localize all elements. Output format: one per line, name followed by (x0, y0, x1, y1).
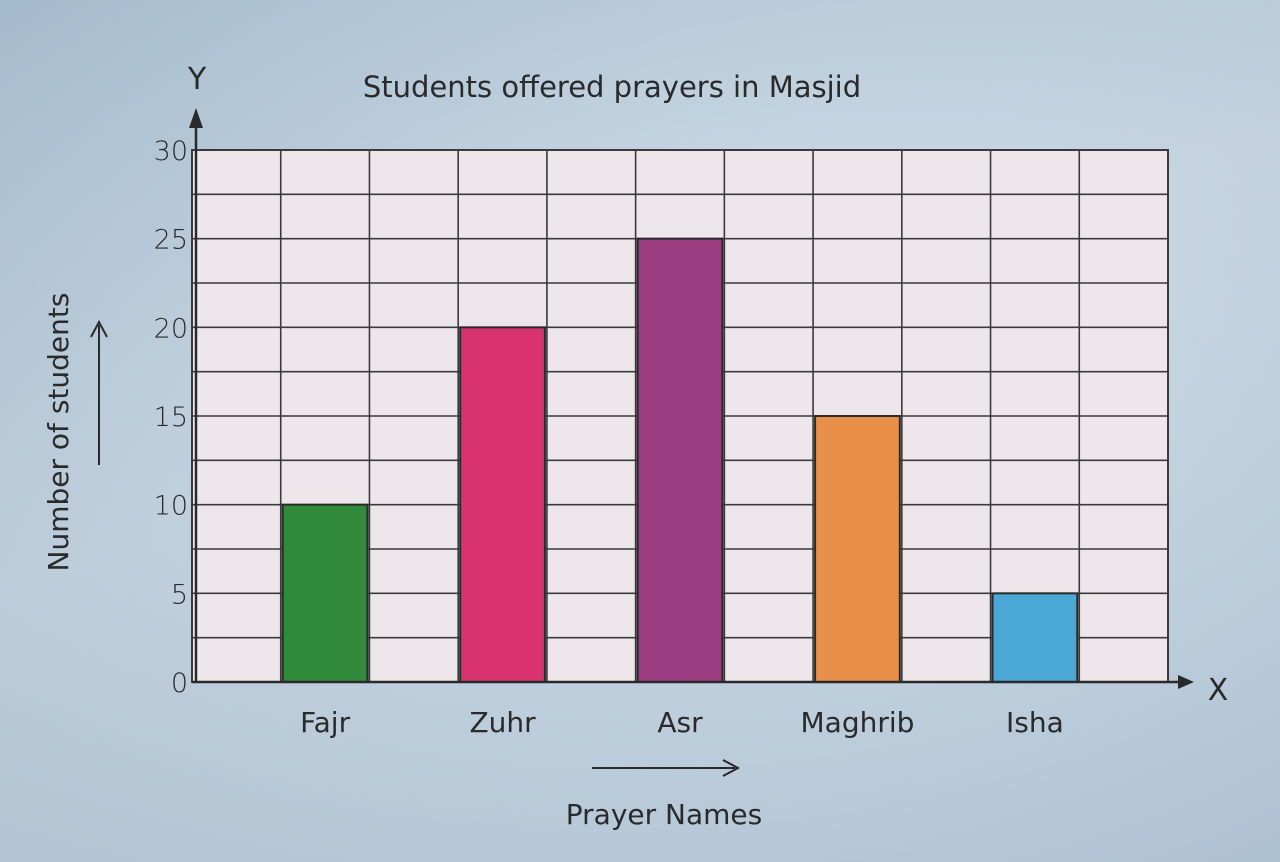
y-tick-labels: 0 5 10 15 20 25 30 (154, 136, 188, 699)
x-tick-label: Fajr (300, 706, 350, 739)
y-axis-title: Number of students (42, 293, 75, 572)
y-tick-label: 20 (154, 313, 188, 344)
bar-isha (991, 592, 1079, 683)
y-tick-label: 25 (154, 225, 188, 256)
x-category-labels: Fajr Zuhr Asr Maghrib Isha (300, 706, 1064, 739)
axes (189, 108, 1194, 689)
x-axis-title: Prayer Names (566, 798, 762, 831)
y-tick-label: 15 (154, 402, 188, 433)
bar-zuhr (459, 326, 546, 683)
y-axis-arrowhead (189, 108, 203, 128)
y-axis-title-arrow (90, 319, 108, 465)
bar-fajr (281, 503, 369, 683)
x-tick-label: Maghrib (801, 706, 915, 739)
y-axis-letter: Y (187, 62, 207, 97)
y-tick-label: 30 (154, 136, 188, 167)
x-axis-letter: X (1208, 673, 1229, 708)
x-axis-title-arrow (592, 759, 741, 777)
y-tick-label: 5 (171, 579, 188, 610)
x-tick-label: Zuhr (469, 706, 536, 739)
y-tick-label: 0 (171, 668, 188, 699)
chart-title: Students offered prayers in Masjid (363, 70, 861, 104)
bars (281, 237, 1079, 684)
x-tick-label: Asr (657, 706, 703, 739)
x-axis-arrowhead (1178, 675, 1194, 689)
bar-maghrib (814, 415, 901, 683)
bar-asr (636, 237, 724, 684)
y-tick-label: 10 (154, 491, 188, 522)
x-tick-label: Isha (1006, 706, 1064, 739)
